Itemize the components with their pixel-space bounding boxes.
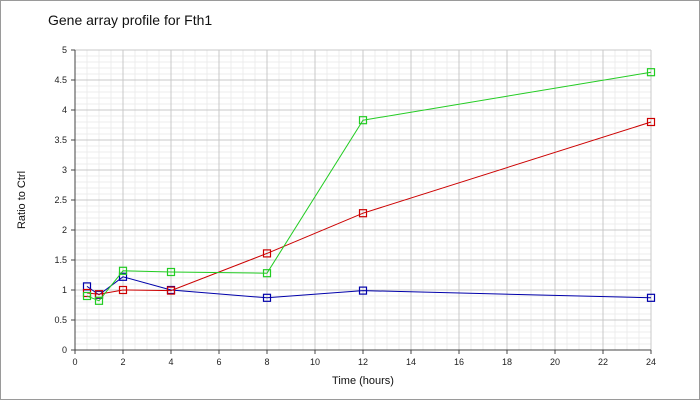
x-tick-label: 16 [454, 357, 464, 367]
x-tick-label: 4 [168, 357, 173, 367]
data-point [646, 68, 656, 77]
data-point [358, 209, 368, 218]
data-point [166, 286, 176, 295]
series-layer [82, 68, 656, 305]
data-point [94, 296, 104, 305]
data-point [118, 285, 128, 295]
x-tick-label: 6 [216, 357, 221, 367]
x-tick-label: 20 [550, 357, 560, 367]
series-line [86, 121, 652, 295]
data-point [166, 267, 176, 277]
y-tick-label: 2.5 [54, 195, 67, 205]
x-tick-label: 24 [646, 357, 656, 367]
chart-title: Gene array profile for Fth1 [48, 12, 212, 28]
data-point [118, 272, 128, 281]
y-tick-label: 4.5 [54, 75, 67, 85]
data-point [262, 269, 272, 278]
x-axis-label: Time (hours) [332, 375, 394, 387]
data-point [358, 286, 368, 295]
x-tick-label: 10 [310, 357, 320, 367]
data-point [118, 266, 128, 275]
series-3 [82, 68, 656, 305]
x-tick-label: 0 [72, 357, 77, 367]
y-tick-label: 4 [62, 105, 67, 115]
y-tick-labels: 0 0.5 1 1.5 2 2.5 3 3.5 4 4.5 5 [54, 45, 75, 355]
data-point [646, 117, 656, 127]
y-tick-label: 5 [62, 45, 67, 55]
data-point [262, 249, 272, 258]
y-tick-label: 2 [62, 225, 67, 235]
x-tick-label: 18 [502, 357, 512, 367]
x-tick-labels: 0 2 4 6 8 10 12 14 16 18 20 22 24 [72, 350, 656, 367]
y-tick-label: 0 [62, 345, 67, 355]
y-tick-label: 1.5 [54, 255, 67, 265]
y-tick-label: 0.5 [54, 315, 67, 325]
series-line [86, 276, 652, 299]
y-tick-label: 1 [62, 285, 67, 295]
data-point [358, 116, 368, 125]
x-tick-label: 22 [598, 357, 608, 367]
series-line [86, 71, 652, 302]
y-axis-label: Ratio to Ctrl [16, 171, 28, 229]
y-tick-label: 3 [62, 165, 67, 175]
data-point [262, 293, 272, 302]
x-tick-label: 12 [358, 357, 368, 367]
data-point [82, 291, 92, 301]
x-tick-label: 8 [264, 357, 269, 367]
y-tick-label: 3.5 [54, 135, 67, 145]
x-tick-label: 2 [120, 357, 125, 367]
data-point [646, 293, 656, 302]
x-tick-label: 14 [406, 357, 416, 367]
